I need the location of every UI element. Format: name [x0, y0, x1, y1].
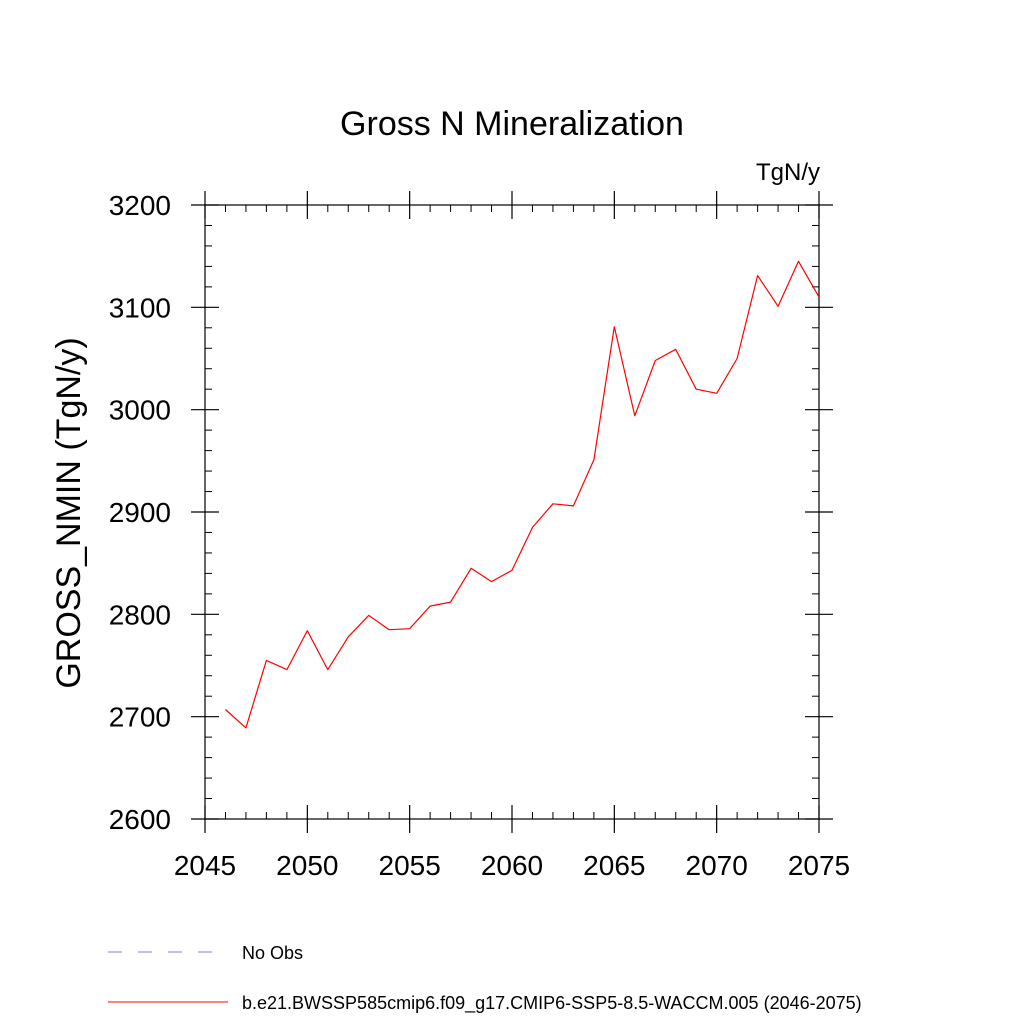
y-tick-label: 2900: [109, 497, 171, 528]
x-tick-label: 2070: [686, 850, 748, 881]
y-tick-label: 3000: [109, 395, 171, 426]
x-tick-label: 2055: [379, 850, 441, 881]
x-tick-label: 2060: [481, 850, 543, 881]
y-tick-label: 3200: [109, 190, 171, 221]
y-tick-label: 2600: [109, 804, 171, 835]
units-label: TgN/y: [756, 159, 820, 186]
axes-layer: 2045 2050 2055 2060 2065 2070 2075 2600 2700 2800…: [109, 190, 850, 881]
y-tick-label: 2700: [109, 702, 171, 733]
plot-frame: [204, 204, 820, 820]
x-tick-label: 2045: [174, 850, 236, 881]
x-tick-label: 2065: [583, 850, 645, 881]
series-layer: [225, 260, 820, 729]
legend-label: b.e21.BWSSP585cmip6.f09_g17.CMIP6-SSP5-8…: [242, 993, 862, 1014]
y-tick-label: 2800: [109, 599, 171, 630]
y-axis-label: GROSS_NMIN (TgN/y): [50, 337, 88, 688]
series-line: [225, 260, 820, 729]
legend: No Obs b.e21.BWSSP585cmip6.f09_g17.CMIP6-…: [108, 943, 862, 1014]
y-tick-label: 3100: [109, 292, 171, 323]
chart-title: Gross N Mineralization: [340, 105, 684, 143]
legend-label: No Obs: [242, 943, 303, 963]
x-tick-label: 2050: [276, 850, 338, 881]
x-tick-label: 2075: [788, 850, 850, 881]
